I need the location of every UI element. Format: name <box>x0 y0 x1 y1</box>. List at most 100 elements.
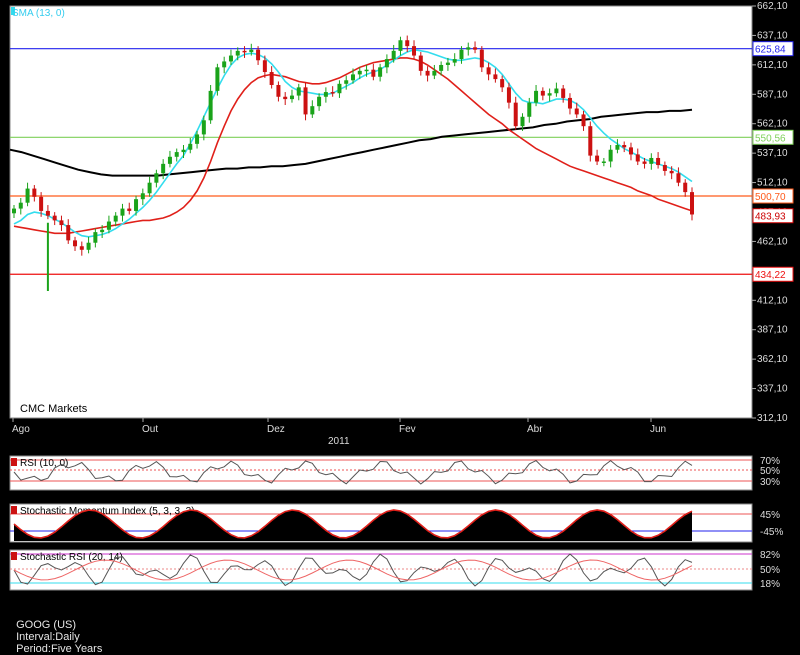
level-label: 434,22 <box>755 270 786 281</box>
candle <box>59 220 64 226</box>
candle <box>140 193 145 200</box>
level-label-box <box>752 188 794 204</box>
candle <box>601 161 606 164</box>
candle <box>432 70 437 76</box>
candle <box>235 50 240 56</box>
candle <box>378 67 383 77</box>
candle <box>25 188 30 203</box>
candle <box>459 49 464 60</box>
candle <box>289 95 294 100</box>
indicator-label: Stochastic RSI (20, 14) <box>20 552 123 563</box>
candle <box>581 114 586 127</box>
candle <box>154 173 159 183</box>
candle <box>513 102 518 127</box>
candle <box>425 70 430 76</box>
candle <box>371 69 376 77</box>
indicator-level-label: 70% <box>760 456 780 467</box>
candle <box>418 55 423 71</box>
candle <box>567 97 572 109</box>
indicator-panel-2: Stochastic Momentum Index (5, 3, 3, 3) 45… <box>9 503 783 543</box>
candle <box>195 134 200 144</box>
candle <box>45 210 50 216</box>
x-tick-label: Ago <box>12 424 30 435</box>
level-label: 550,56 <box>755 133 786 144</box>
candle <box>86 242 91 250</box>
y-tick-label: 362,10 <box>757 354 788 365</box>
candle <box>676 173 681 183</box>
indicator-level-label: 18% <box>760 579 780 590</box>
candle <box>683 182 688 193</box>
candle <box>628 147 633 155</box>
candle <box>635 154 640 162</box>
candle <box>228 55 233 62</box>
candle <box>276 84 281 97</box>
candle <box>93 232 98 243</box>
indicator-line <box>13 553 693 587</box>
x-tick-label: Abr <box>527 424 543 435</box>
y-tick-label: 562,10 <box>757 119 788 130</box>
y-tick-label: 537,10 <box>757 148 788 159</box>
candle <box>174 152 179 157</box>
candle <box>656 157 661 166</box>
candle <box>615 145 620 150</box>
sma-legend-label: SMA (13, 0) <box>12 8 65 19</box>
y-tick-label: 462,10 <box>757 236 788 247</box>
candle <box>283 96 288 100</box>
candle <box>669 170 674 174</box>
candle <box>547 93 552 96</box>
candle <box>249 49 254 53</box>
candle <box>18 202 23 209</box>
footer-symbol: GOOG (US) <box>16 619 77 631</box>
year-label: 2011 <box>328 436 350 447</box>
candle <box>106 221 111 230</box>
candle <box>588 126 593 156</box>
candle <box>330 92 335 94</box>
indicator-line <box>13 459 693 485</box>
indicator-swatch <box>11 552 17 560</box>
candle <box>534 90 539 103</box>
y-tick-label: 387,10 <box>757 325 788 336</box>
candle <box>256 49 261 61</box>
candle <box>208 90 213 121</box>
candle <box>608 149 613 162</box>
candle <box>554 88 559 94</box>
y-tick-label: 312,10 <box>757 413 788 424</box>
y-tick-label: 412,10 <box>757 295 788 306</box>
candle <box>445 62 450 65</box>
indicator-level-label: 50% <box>760 565 780 576</box>
footer-interval: Interval:Daily <box>16 631 80 643</box>
stoch-rsi-signal-line <box>13 559 693 581</box>
footer-period: Period:Five Years <box>16 643 103 655</box>
candle <box>269 72 274 85</box>
candle <box>486 67 491 75</box>
candle <box>222 61 227 68</box>
candle <box>642 161 647 164</box>
level-label: 625,84 <box>755 45 786 56</box>
y-tick-label: 587,10 <box>757 89 788 100</box>
candle <box>466 47 471 50</box>
candle <box>113 215 118 222</box>
candle <box>242 50 247 53</box>
level-label-box <box>752 266 794 282</box>
candle <box>12 208 16 214</box>
candle <box>39 196 44 211</box>
y-tick-label: 612,10 <box>757 60 788 71</box>
candle <box>574 108 579 115</box>
candle <box>662 165 667 171</box>
price-chart: 662,10 637,10 612,10 587,10 562,10 537,10 512,… <box>9 1 794 591</box>
indicator-panel-1: RSI (10, 0) 70%50%30% <box>9 455 780 491</box>
level-label-box <box>752 41 794 57</box>
candle <box>310 106 315 115</box>
smi-fill <box>14 510 692 541</box>
candle <box>73 240 78 247</box>
source-label: CMC Markets <box>20 403 88 415</box>
candle <box>500 79 505 88</box>
candle <box>479 49 484 68</box>
candle <box>337 83 342 94</box>
indicator-level-label: 30% <box>760 477 780 488</box>
indicator-swatch <box>11 458 17 466</box>
indicator-swatch <box>11 506 17 514</box>
candle <box>188 143 193 150</box>
candle <box>364 69 369 72</box>
candle <box>520 116 525 127</box>
